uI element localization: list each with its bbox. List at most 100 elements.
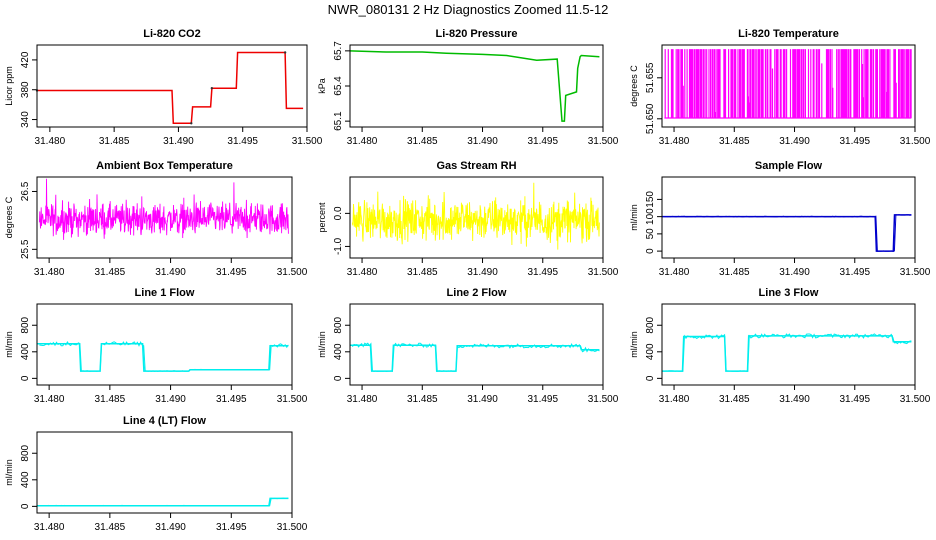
y-tick-label: 65.7 [333, 41, 344, 61]
plot-frame [36, 303, 293, 386]
x-tick-label: 31.490 [467, 136, 498, 147]
series-line [350, 344, 600, 372]
panel-1: Li-820 CO2 Licor ppm 31.480 31.485 31.490 31.… [4, 28, 323, 147]
x-tick-label: 31.495 [227, 136, 258, 147]
x-tick-label: 31.495 [839, 394, 870, 405]
x-tick-label: 31.490 [779, 394, 810, 405]
plot-frame [349, 44, 604, 128]
y-tick-label: 0.0 [333, 206, 344, 220]
plot-frame [661, 44, 916, 128]
y-tick-label: 51.650 [645, 103, 656, 134]
plot-frame [36, 44, 308, 128]
panel-title: Li-820 Pressure [436, 28, 518, 40]
y-tick-label: 400 [20, 471, 31, 488]
y-tick-label: 65.4 [333, 76, 344, 96]
series-bars [664, 49, 912, 119]
x-tick-label: 31.490 [467, 394, 498, 405]
series-noise [664, 214, 912, 252]
y-axis-label: ml/min [4, 331, 14, 358]
y-tick-label: 25.5 [20, 239, 31, 259]
x-tick-label: 31.490 [155, 522, 186, 533]
plot-frame [349, 303, 604, 386]
x-tick-label: 31.495 [839, 267, 870, 278]
figure-title: NWR_080131 2 Hz Diagnostics Zoomed 11.5-… [328, 2, 609, 17]
data-point [190, 122, 193, 125]
plot-frame [36, 431, 293, 514]
x-tick-label: 31.500 [588, 267, 619, 278]
y-axis-label: Licor ppm [4, 66, 14, 106]
series-line [38, 178, 289, 240]
series-line [662, 214, 912, 252]
y-tick-label: 0 [645, 248, 656, 254]
x-tick-label: 31.480 [347, 267, 378, 278]
series-line [37, 51, 304, 125]
x-tick-label: 31.500 [277, 394, 308, 405]
y-axis-label: degrees C [629, 65, 639, 107]
x-tick-label: 31.490 [155, 267, 186, 278]
x-tick-label: 31.500 [292, 136, 323, 147]
plot-frame [36, 176, 293, 259]
y-tick-label: 400 [645, 343, 656, 360]
y-tick-label: -1.0 [333, 237, 344, 255]
y-tick-label: 380 [20, 81, 31, 98]
x-tick-label: 31.485 [407, 394, 438, 405]
y-tick-label: 50 [645, 228, 656, 240]
plot-frame [661, 303, 916, 386]
panel-6: Sample Flow ml/min 31.480 31.485 31.490 31.49… [629, 160, 931, 278]
panel-4: Ambient Box Temperature degrees C 31.480 31… [4, 160, 308, 278]
x-tick-label: 31.485 [95, 522, 126, 533]
y-axis-label: ml/min [629, 331, 639, 358]
x-tick-label: 31.480 [34, 267, 65, 278]
y-tick-label: 800 [645, 316, 656, 333]
panel-8: Line 2 Flow ml/min 31.480 31.485 31.490 31.49… [317, 287, 619, 405]
y-axis-label: ml/min [629, 204, 639, 231]
y-axis-label: degrees C [4, 196, 14, 238]
x-tick-label: 31.485 [95, 394, 126, 405]
x-tick-label: 31.495 [216, 522, 247, 533]
x-tick-label: 31.480 [659, 394, 690, 405]
y-axis-label: ml/min [4, 459, 14, 486]
x-tick-label: 31.490 [467, 267, 498, 278]
panel-5: Gas Stream RH percent 31.480 31.485 31.490 31… [317, 160, 619, 278]
x-tick-label: 31.480 [34, 522, 65, 533]
panel-title: Ambient Box Temperature [96, 160, 233, 172]
x-tick-label: 31.480 [347, 136, 378, 147]
x-tick-label: 31.490 [779, 267, 810, 278]
y-tick-label: 420 [20, 51, 31, 68]
x-tick-label: 31.495 [839, 136, 870, 147]
x-tick-label: 31.485 [407, 267, 438, 278]
panel-3: Li-820 Temperature degrees C 31.480 31.485 3… [629, 28, 931, 147]
series-noise [351, 342, 600, 372]
x-tick-label: 31.480 [659, 267, 690, 278]
y-tick-label: 0 [645, 375, 656, 381]
y-axis-label: kPa [317, 78, 327, 94]
x-tick-label: 31.485 [719, 136, 750, 147]
panel-title: Line 1 Flow [135, 287, 195, 299]
y-tick-label: 400 [20, 343, 31, 360]
x-tick-label: 31.495 [527, 267, 558, 278]
y-tick-label: 100 [645, 208, 656, 225]
y-tick-label: 340 [20, 111, 31, 128]
x-tick-label: 31.500 [277, 267, 308, 278]
y-tick-label: 65.1 [333, 111, 344, 131]
x-tick-label: 31.480 [347, 394, 378, 405]
panel-title: Line 2 Flow [447, 287, 507, 299]
x-tick-label: 31.490 [779, 136, 810, 147]
x-tick-label: 31.490 [163, 136, 194, 147]
y-tick-label: 800 [20, 316, 31, 333]
series-line [37, 343, 289, 372]
y-axis-label: ml/min [317, 331, 327, 358]
y-tick-label: 800 [333, 316, 344, 333]
plot-frame [661, 176, 916, 259]
data-point [283, 51, 287, 54]
x-tick-label: 31.485 [719, 394, 750, 405]
series-line [351, 182, 600, 250]
series-line [37, 497, 289, 507]
series-line [349, 50, 600, 122]
x-tick-label: 31.495 [527, 394, 558, 405]
x-tick-label: 31.500 [900, 136, 931, 147]
x-tick-label: 31.480 [659, 136, 690, 147]
data-point [210, 87, 214, 90]
x-tick-label: 31.500 [588, 136, 619, 147]
panel-9: Line 3 Flow ml/min 31.480 31.485 31.490 31.49… [629, 287, 931, 405]
